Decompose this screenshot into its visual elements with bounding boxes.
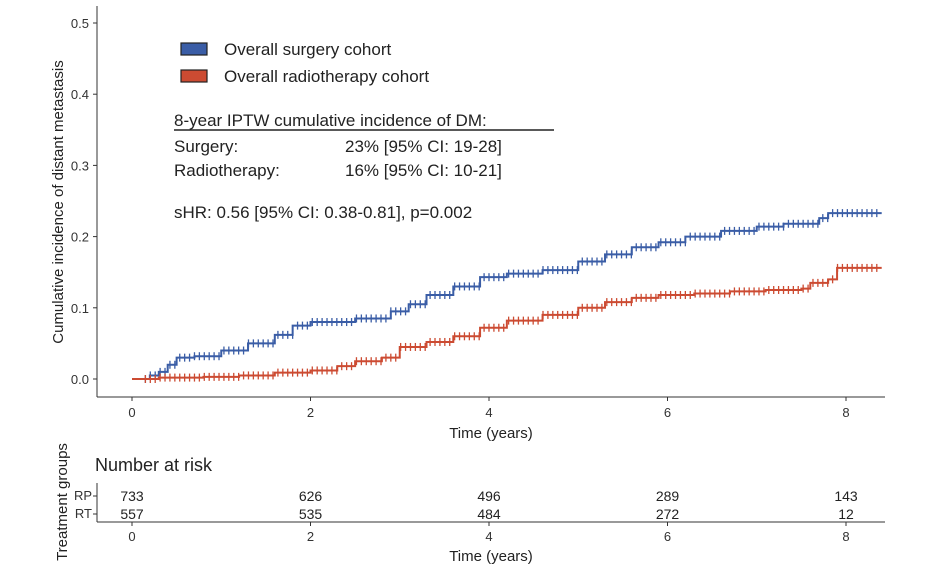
risk-table-rows: RP 733 626 496 289 143 RT 557 535 484 272 12 — [74, 488, 858, 522]
risk-cell: 496 — [477, 488, 501, 504]
series-line — [132, 266, 882, 380]
risk-x-tick-label: 4 — [485, 529, 492, 544]
risk-x-tick-label: 0 — [128, 529, 135, 544]
y-tick-label: 0.3 — [71, 158, 89, 173]
series-line — [132, 212, 882, 380]
series-radiotherapy — [132, 263, 882, 383]
risk-row-label: RP — [74, 488, 92, 503]
risk-cell: 272 — [656, 506, 680, 522]
x-axis-title: Time (years) — [449, 425, 533, 442]
risk-cell: 143 — [834, 488, 858, 504]
legend-label-surgery: Overall surgery cohort — [224, 40, 392, 59]
annotation-heading: 8-year IPTW cumulative incidence of DM: — [174, 111, 487, 130]
y-axis-ticks: 0.0 0.1 0.2 0.3 0.4 0.5 — [71, 16, 97, 387]
legend-swatch-radiotherapy — [180, 69, 208, 83]
legend: Overall surgery cohort Overall radiother… — [180, 40, 429, 86]
risk-table-x-title: Time (years) — [449, 548, 533, 565]
risk-x-tick-label: 6 — [664, 529, 671, 544]
x-tick-label: 8 — [842, 405, 849, 420]
y-tick-label: 0.2 — [71, 230, 89, 245]
y-tick-label: 0.1 — [71, 301, 89, 316]
annotation-radiotherapy-value: 16% [95% CI: 10-21] — [345, 161, 502, 180]
x-tick-label: 4 — [485, 405, 492, 420]
x-tick-label: 0 — [128, 405, 135, 420]
risk-cell: 484 — [477, 506, 501, 522]
risk-x-tick-label: 8 — [842, 529, 849, 544]
y-tick-label: 0.5 — [71, 16, 89, 31]
legend-label-radiotherapy: Overall radiotherapy cohort — [224, 67, 429, 86]
y-tick-label: 0.0 — [71, 372, 89, 387]
risk-cell: 557 — [120, 506, 144, 522]
risk-cell: 535 — [299, 506, 323, 522]
annotation-surgery-label: Surgery: — [174, 137, 238, 156]
cumulative-incidence-plot: 0.0 0.1 0.2 0.3 0.4 0.5 0 2 4 6 8 Time (years) Cu… — [50, 6, 885, 442]
annotation-shr: sHR: 0.56 [95% CI: 0.38-0.81], p=0.002 — [174, 203, 472, 222]
risk-table-y-title: Treatment groups — [54, 443, 71, 561]
risk-table-title: Number at risk — [95, 455, 213, 475]
annotation-radiotherapy-label: Radiotherapy: — [174, 161, 280, 180]
legend-swatch-surgery — [180, 42, 208, 56]
x-tick-label: 6 — [664, 405, 671, 420]
annotation-box: 8-year IPTW cumulative incidence of DM: … — [174, 111, 554, 222]
risk-cell: 626 — [299, 488, 323, 504]
x-tick-label: 2 — [307, 405, 314, 420]
y-axis-title: Cumulative incidence of distant metastas… — [50, 60, 67, 343]
risk-cell: 289 — [656, 488, 680, 504]
risk-table-x-ticks: 0 2 4 6 8 — [128, 522, 850, 544]
risk-cell: 733 — [120, 488, 144, 504]
number-at-risk-table: Treatment groups Number at risk RP 733 626… — [54, 443, 885, 565]
risk-cell: 12 — [838, 506, 854, 522]
x-axis-ticks: 0 2 4 6 8 — [128, 397, 850, 420]
risk-row-label: RT — [75, 506, 92, 521]
series-surgery — [132, 209, 882, 383]
annotation-surgery-value: 23% [95% CI: 19-28] — [345, 137, 502, 156]
y-tick-label: 0.4 — [71, 87, 89, 102]
series-layer — [132, 209, 882, 383]
risk-x-tick-label: 2 — [307, 529, 314, 544]
